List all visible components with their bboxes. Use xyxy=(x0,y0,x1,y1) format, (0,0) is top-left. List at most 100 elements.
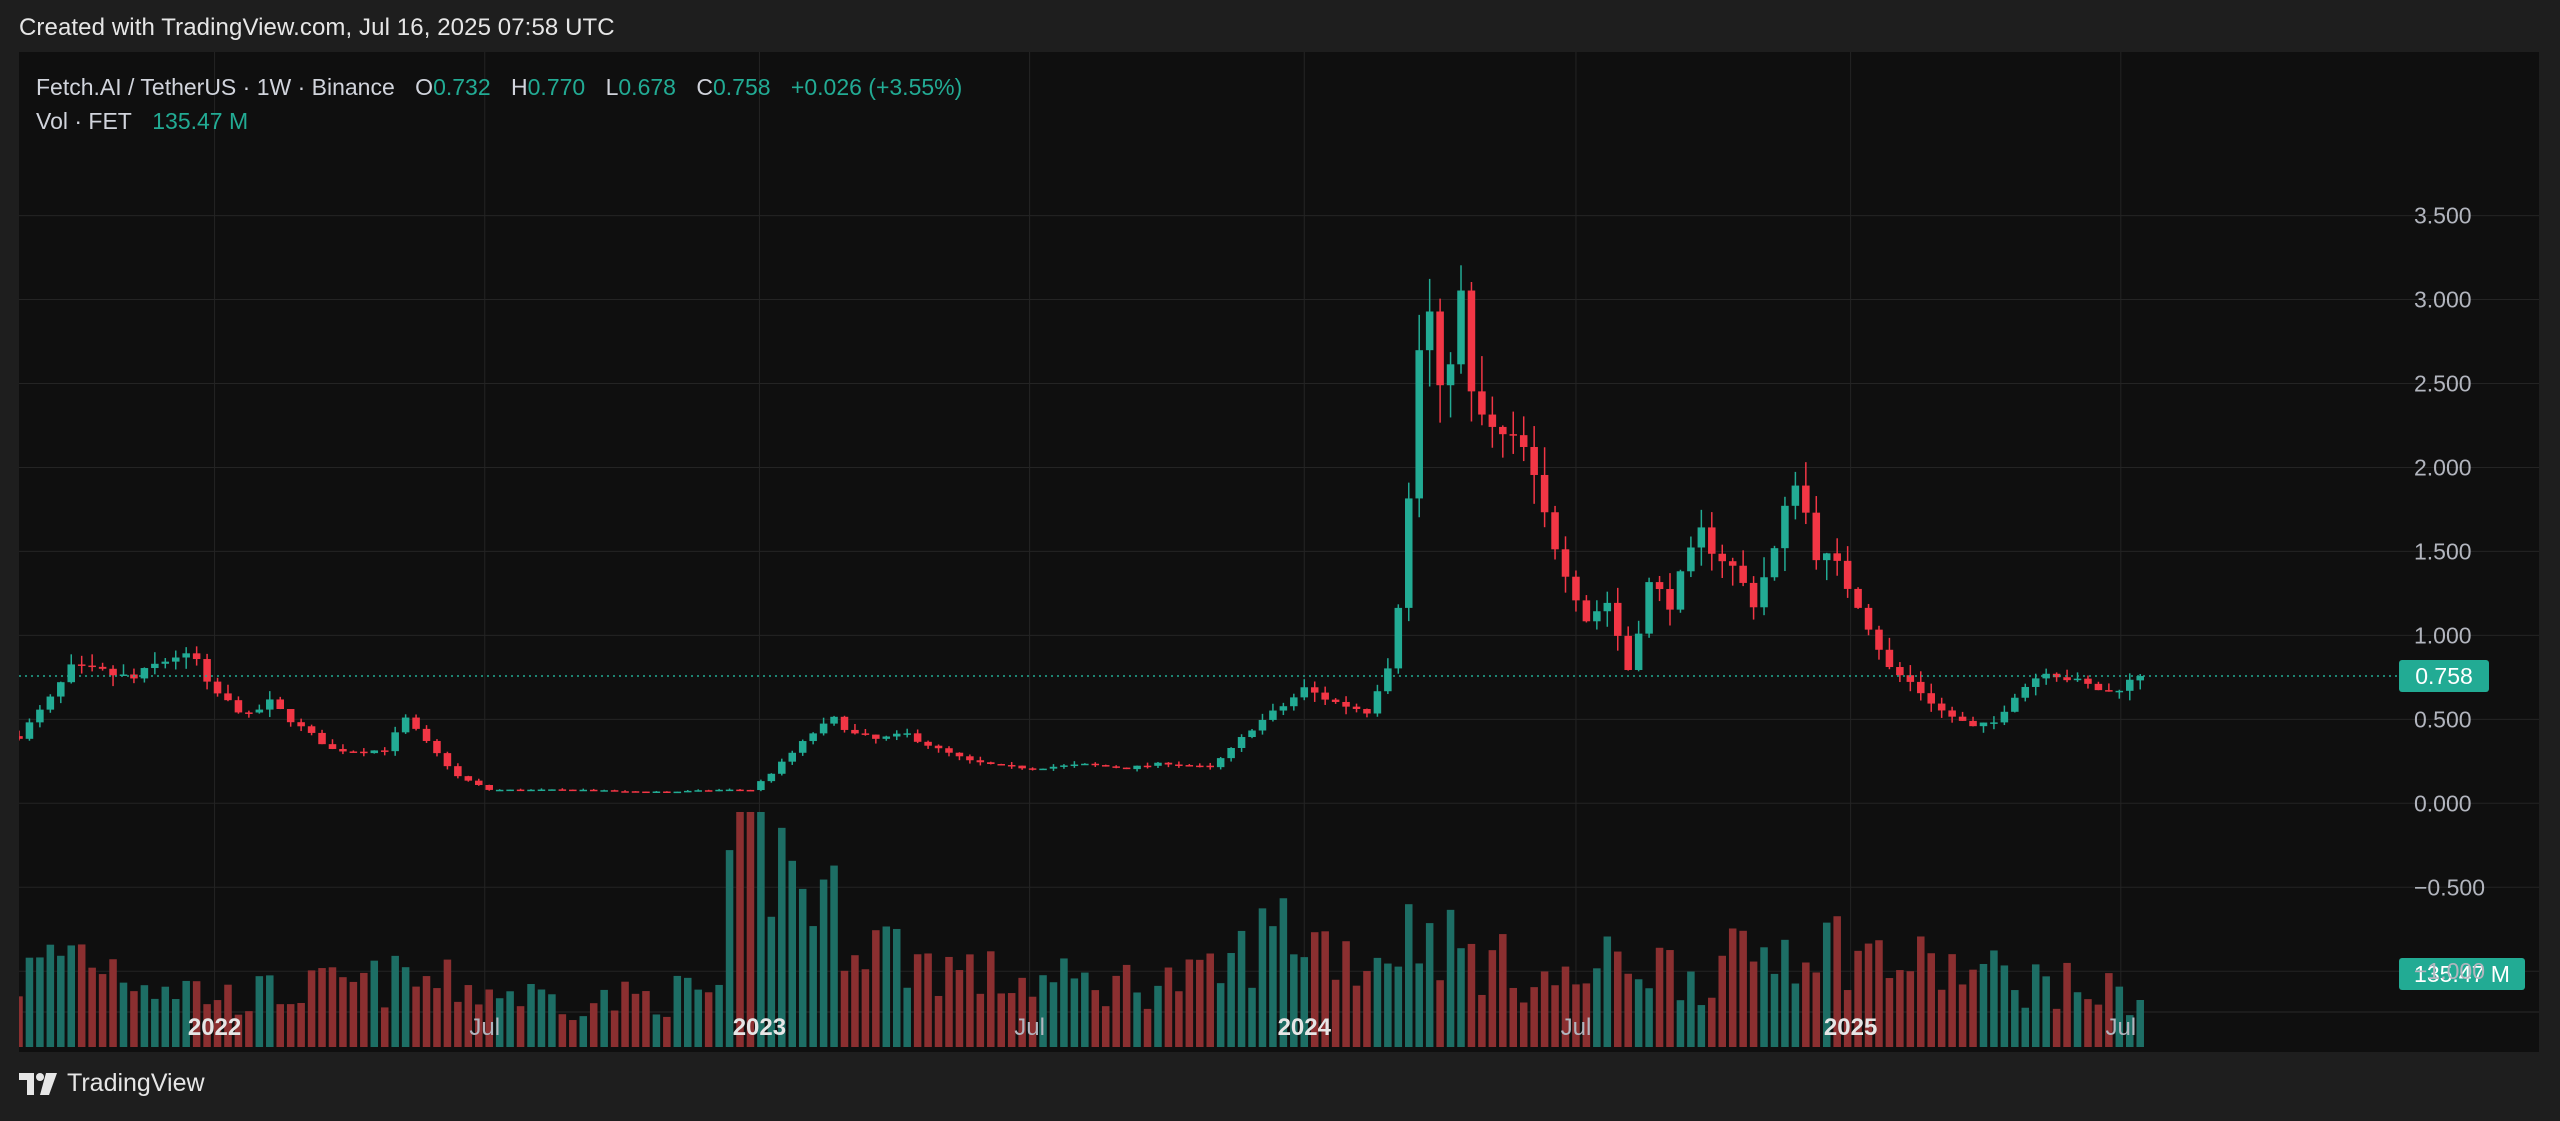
volume-bar xyxy=(67,945,76,1047)
candle-body xyxy=(1310,687,1319,693)
price-chart[interactable]: 0.758 135.47 M 3.500 3.000 2.500 2.000 1.500 1… xyxy=(19,52,2539,1052)
candle-body xyxy=(788,752,797,762)
candle-body xyxy=(1582,600,1591,622)
candle-body xyxy=(746,789,755,792)
candle-body xyxy=(924,741,932,746)
volume-bar xyxy=(1049,982,1058,1047)
legend-volume-row: Vol · FET 135.47 M xyxy=(36,104,962,138)
volume-bar xyxy=(1634,979,1643,1047)
candle-body xyxy=(1175,764,1183,767)
candle-body xyxy=(1248,730,1256,738)
volume-bar xyxy=(1582,983,1591,1047)
volume-bar xyxy=(140,985,149,1047)
volume-bar xyxy=(945,956,953,1047)
volume-bar xyxy=(1488,950,1497,1047)
chart-panel[interactable]: 0.758 135.47 M 3.500 3.000 2.500 2.000 1.500 1… xyxy=(19,52,2539,1052)
volume-bar xyxy=(495,998,504,1047)
candle-body xyxy=(1572,576,1580,601)
candle-body xyxy=(2052,673,2061,678)
volume-bar xyxy=(1509,987,1518,1047)
legend-high-label: H xyxy=(511,74,528,100)
volume-bar xyxy=(286,1004,295,1047)
volume-bar xyxy=(2084,999,2092,1047)
volume-bar xyxy=(1007,993,1016,1047)
candle-body xyxy=(360,751,368,754)
candle-body xyxy=(1613,602,1622,636)
volume-bar xyxy=(1927,953,1935,1047)
candle-body xyxy=(1781,505,1789,549)
volume-bar xyxy=(464,985,473,1047)
x-tick-label: Jul xyxy=(1561,1014,1592,1041)
candle-body xyxy=(1415,350,1423,499)
candle-body xyxy=(579,789,588,792)
volume-bar xyxy=(1802,962,1810,1047)
candle-body xyxy=(767,773,776,782)
volume-bar xyxy=(621,981,629,1047)
volume-bar xyxy=(631,993,640,1047)
candle-body xyxy=(1081,763,1089,766)
candle-body xyxy=(516,789,525,792)
volume-bars xyxy=(19,812,2144,1047)
volume-bar xyxy=(1749,961,1758,1047)
candle-body xyxy=(1551,512,1559,550)
candle-body xyxy=(1290,697,1298,707)
candle-body xyxy=(1655,582,1664,590)
last-volume-label: 135.47 M xyxy=(2414,961,2510,987)
candle-body xyxy=(297,722,305,727)
candle-body xyxy=(1624,635,1632,670)
candle-body xyxy=(46,696,55,710)
volume-bar xyxy=(1979,963,1988,1047)
volume-bar xyxy=(151,998,159,1047)
volume-bar xyxy=(1791,983,1800,1047)
volume-bar xyxy=(2042,976,2050,1047)
volume-bar xyxy=(77,944,86,1047)
candle-body xyxy=(1666,589,1674,610)
volume-bar xyxy=(872,930,880,1047)
volume-bar xyxy=(1039,975,1047,1047)
candle-body xyxy=(1384,668,1392,692)
candle-body xyxy=(1530,446,1538,475)
volume-bar xyxy=(1373,957,1382,1047)
volume-bar xyxy=(1718,955,1727,1047)
y-tick-label: 2.500 xyxy=(2414,370,2472,396)
volume-bar xyxy=(1551,985,1559,1047)
volume-bar xyxy=(1478,994,1486,1047)
candle-body xyxy=(98,666,107,669)
candle-body xyxy=(589,789,598,792)
volume-bar xyxy=(1906,971,1915,1047)
legend-low-label: L xyxy=(605,74,619,100)
volume-bar xyxy=(903,987,911,1047)
volume-bar xyxy=(1812,972,1821,1047)
candle-body xyxy=(1122,767,1131,770)
volume-bar xyxy=(1917,936,1925,1047)
y-tick-label: 0.000 xyxy=(2414,790,2472,816)
volume-bar xyxy=(1467,943,1476,1047)
volume-bar xyxy=(1060,958,1068,1047)
candle-body xyxy=(380,750,389,752)
candle-body xyxy=(1843,560,1852,589)
volume-bar xyxy=(1269,926,1277,1047)
candle-body xyxy=(25,722,34,739)
volume-bar xyxy=(1666,950,1674,1047)
volume-bar xyxy=(1843,990,1852,1047)
candle-body xyxy=(161,661,170,664)
candle-body xyxy=(976,760,985,763)
volume-bar xyxy=(2126,1015,2134,1047)
candle-body xyxy=(286,709,295,723)
tradingview-branding[interactable]: TradingView xyxy=(19,1069,205,1098)
legend-open-value: 0.732 xyxy=(433,74,491,100)
candle-body xyxy=(401,717,410,733)
tradingview-brand-text: TradingView xyxy=(67,1069,205,1097)
volume-bar xyxy=(1237,930,1246,1047)
candle-body xyxy=(798,741,807,753)
candle-body xyxy=(412,717,420,729)
volume-bar xyxy=(1457,948,1465,1047)
candle-body xyxy=(851,729,859,734)
volume-bar xyxy=(997,993,1005,1047)
volume-bar xyxy=(652,1014,661,1047)
candle-body xyxy=(245,712,253,714)
candle-body xyxy=(370,750,379,754)
candle-body xyxy=(1394,607,1403,669)
volume-bar xyxy=(1896,970,1904,1047)
volume-bar xyxy=(1572,984,1580,1047)
